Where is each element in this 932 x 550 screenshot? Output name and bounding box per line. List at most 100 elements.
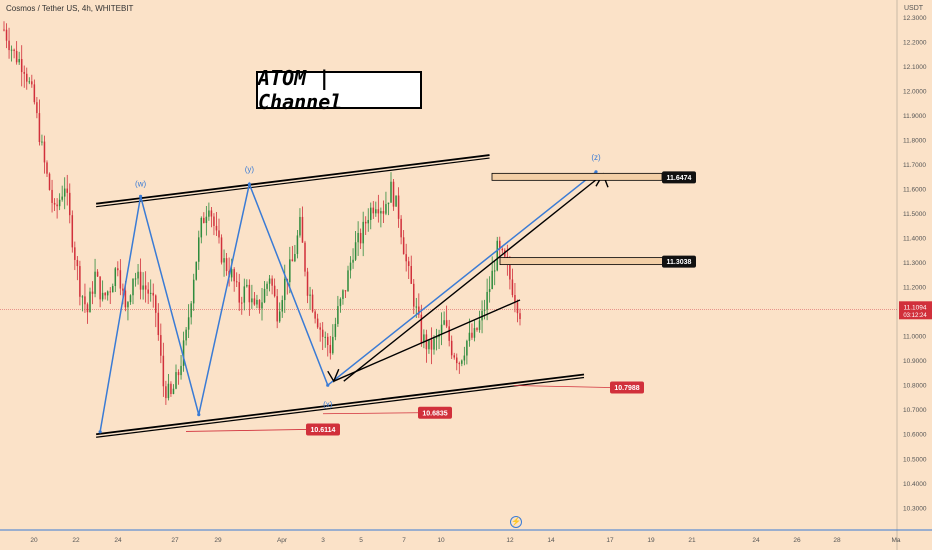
candle-body (488, 289, 491, 292)
candle-body (258, 299, 261, 309)
candle-body (127, 302, 129, 308)
candle-body (332, 336, 334, 354)
x-tick-label: 21 (688, 537, 696, 544)
candle-body (448, 326, 450, 341)
y-tick-label: 10.8000 (903, 383, 927, 390)
candle-body (152, 292, 154, 296)
candle-body (43, 141, 46, 163)
candle-body (79, 266, 81, 297)
drawings: (w) (y) (x) (z) 11.6474 11.3038 10.6114 10.6835… (96, 153, 696, 438)
x-tick-label: Apr (277, 537, 288, 544)
candle-body (172, 388, 175, 394)
low-b-line (322, 412, 419, 415)
candle-body (26, 73, 28, 82)
wave-label: (z) (591, 153, 601, 162)
candle-body (112, 286, 114, 293)
candle-body (400, 218, 402, 238)
chart-title: ATOM | Channel (258, 66, 343, 114)
y-tick-label: 12.2000 (903, 39, 927, 46)
candle-body (246, 284, 248, 287)
candle-body (433, 338, 435, 350)
candle-body (281, 300, 283, 312)
lightning-icon[interactable]: ⚡ (510, 516, 522, 528)
candle-body (177, 372, 180, 376)
candle-body (61, 196, 63, 200)
x-tick-label: 20 (30, 537, 38, 544)
candle-body (66, 188, 68, 193)
candle-body (456, 357, 458, 364)
candle-body (493, 270, 496, 272)
y-tick-label: 11.4000 (903, 236, 926, 243)
symbol-header: Cosmos / Tether US, 4h, WHITEBIT (6, 4, 134, 13)
candle-body (238, 282, 240, 303)
candle-body (218, 230, 220, 238)
candle-body (314, 311, 316, 319)
candle-body (329, 344, 332, 354)
candle-body (372, 207, 375, 214)
candle-body (253, 298, 256, 305)
wave-point (594, 170, 598, 174)
channel-lower-line-inner (96, 376, 585, 438)
candle-body (491, 270, 493, 290)
time-axis: 20 22 24 27 29 Apr 3 5 7 10 12 14 17 19 21 24 26 28 Ma (30, 537, 901, 544)
candle-body (36, 102, 38, 114)
candle-body (478, 320, 481, 330)
candle-body (364, 221, 367, 224)
candle-body (122, 288, 124, 291)
candle-body (423, 334, 425, 343)
candle-body (41, 141, 43, 143)
x-tick-label: 3 (321, 537, 325, 544)
y-tick-label: 11.3000 (903, 260, 926, 267)
candle-body (117, 268, 119, 271)
price-label-target-text: 11.6474 (667, 175, 692, 182)
y-tick-label: 10.5000 (903, 456, 927, 463)
candle-body (109, 291, 111, 293)
candle-body (370, 207, 372, 220)
candle-body (362, 221, 364, 244)
arrow-down-head (327, 368, 340, 383)
candle-body (357, 232, 359, 243)
candle-body (220, 237, 223, 263)
price-axis: 12.3000 12.2000 12.1000 12.0000 11.9000 11.80… (899, 15, 932, 512)
price-label-low-a-bg (306, 423, 340, 436)
wave-label: (x) (323, 400, 333, 409)
channel-upper-line-inner (96, 157, 490, 208)
price-label-low-b: 10.6835 (418, 406, 452, 419)
candle-body (185, 329, 187, 341)
candle-body (291, 259, 294, 262)
candle-body (337, 306, 339, 324)
candle-body (84, 296, 86, 305)
candle-body (344, 290, 347, 292)
candle-body (170, 383, 172, 394)
countdown-text: 03:12:24 (903, 313, 927, 319)
candle-body (339, 298, 342, 307)
candle-body (137, 271, 139, 279)
y-tick-label: 11.8000 (903, 137, 926, 144)
candle-body (354, 242, 357, 260)
candle-body (71, 215, 74, 248)
candle-body (205, 216, 208, 224)
candle-body (299, 216, 301, 236)
candle-body (476, 328, 478, 330)
candle-body (210, 210, 213, 217)
candle-body (134, 278, 137, 280)
x-tick-label: 26 (793, 537, 801, 544)
candle-body (160, 335, 162, 356)
candle-body (271, 278, 273, 286)
price-label-low-c-text: 10.7988 (614, 385, 639, 392)
candle-body (200, 217, 203, 238)
wave-point (197, 413, 201, 417)
candle-body (104, 292, 106, 296)
x-tick-label: 22 (72, 537, 80, 544)
y-tick-label: 12.1000 (903, 64, 927, 71)
low-a-line (185, 429, 307, 432)
candle-body (147, 289, 149, 294)
candle-body (461, 360, 463, 364)
candle-body (309, 294, 311, 296)
wave-point (247, 182, 251, 186)
candle-body (89, 291, 91, 313)
candle-body (8, 40, 10, 51)
